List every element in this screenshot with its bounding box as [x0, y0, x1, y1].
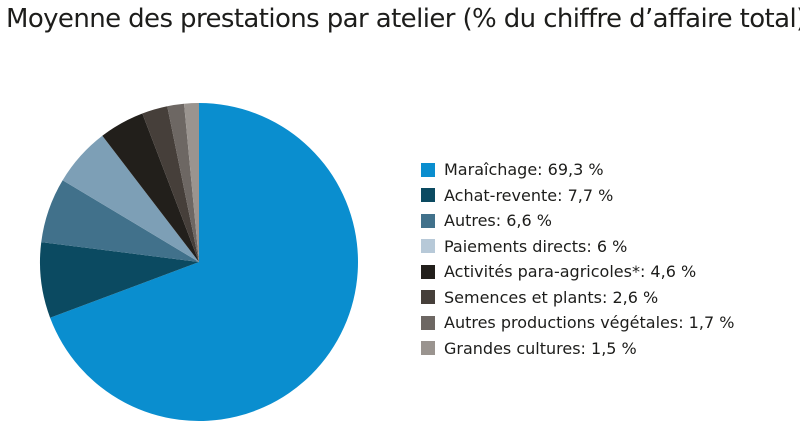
legend-label: Paiements directs: 6 % — [444, 236, 628, 256]
legend-item: Autres productions végétales: 1,7 % — [421, 310, 734, 336]
legend-swatch — [421, 188, 435, 203]
legend-label: Semences et plants: 2,6 % — [444, 287, 659, 307]
pie-slice — [62, 135, 200, 262]
legend-swatch — [421, 239, 435, 254]
pie-slice — [41, 180, 200, 262]
pie-slice — [142, 106, 199, 262]
legend-item: Semences et plants: 2,6 % — [421, 285, 734, 311]
chart-title: Moyenne des prestations par atelier (% d… — [6, 4, 800, 34]
pie-slice — [184, 103, 199, 262]
legend-swatch — [421, 213, 435, 228]
legend-swatch — [421, 162, 435, 177]
legend-swatch — [421, 264, 435, 279]
legend: Maraîchage: 69,3 % Achat-revente: 7,7 % Au… — [421, 157, 734, 361]
legend-item: Maraîchage: 69,3 % — [421, 157, 734, 183]
legend-label: Activités para-agricoles*: 4,6 % — [444, 262, 697, 282]
legend-label: Grandes cultures: 1,5 % — [444, 338, 637, 358]
pie-slice — [102, 113, 199, 262]
legend-label: Maraîchage: 69,3 % — [444, 160, 604, 180]
pie-slice — [50, 103, 358, 421]
legend-label: Achat-revente: 7,7 % — [444, 185, 614, 205]
legend-item: Achat-revente: 7,7 % — [421, 183, 734, 209]
pie-slice — [40, 242, 200, 318]
legend-item: Paiements directs: 6 % — [421, 234, 734, 260]
legend-item: Autres: 6,6 % — [421, 208, 734, 234]
pie-slice — [167, 103, 199, 262]
legend-label: Autres productions végétales: 1,7 % — [444, 313, 735, 333]
legend-swatch — [421, 315, 435, 330]
legend-item: Activités para-agricoles*: 4,6 % — [421, 259, 734, 285]
legend-label: Autres: 6,6 % — [444, 211, 552, 231]
legend-swatch — [421, 341, 435, 356]
legend-item: Grandes cultures: 1,5 % — [421, 336, 734, 362]
legend-swatch — [421, 290, 435, 305]
